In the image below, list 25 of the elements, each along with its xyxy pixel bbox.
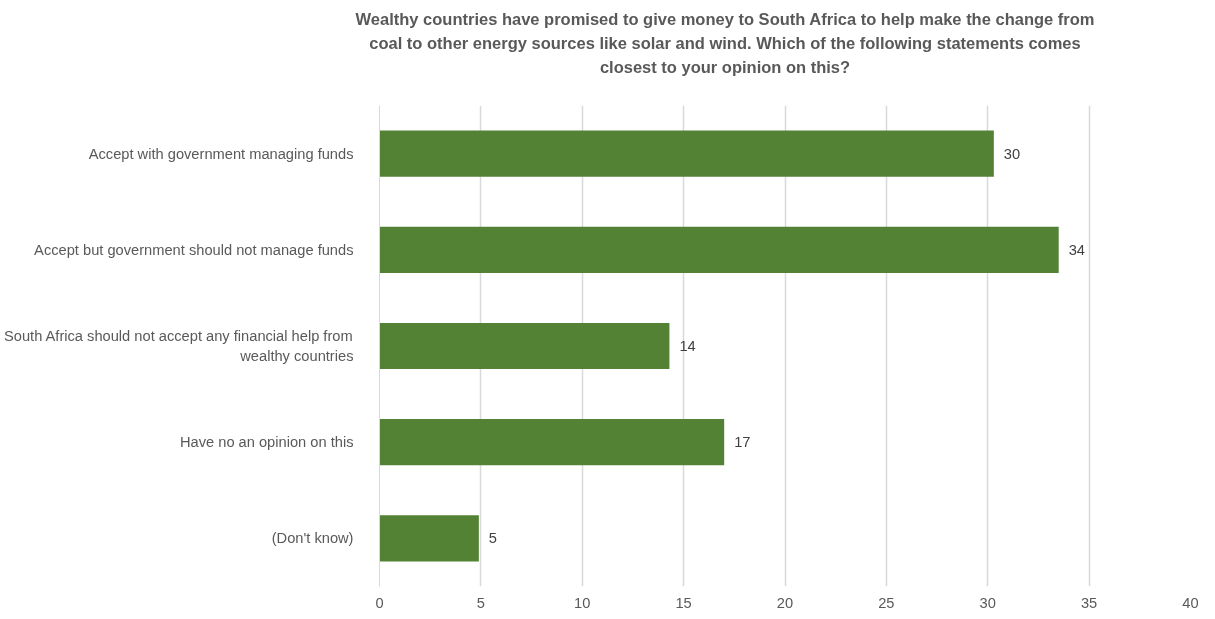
data-label: 30 bbox=[1003, 145, 1021, 162]
x-tick-label: 40 bbox=[1182, 594, 1199, 611]
y-tick-label: Accept with government managing funds bbox=[88, 145, 354, 162]
data-label: 17 bbox=[734, 433, 751, 450]
x-tick-label: 5 bbox=[476, 594, 485, 611]
x-tick-label: 25 bbox=[878, 594, 895, 611]
x-tick-label: 20 bbox=[776, 594, 794, 611]
y-tick-label: Accept but government should not manage funds bbox=[34, 241, 354, 258]
bar bbox=[379, 130, 994, 177]
bar bbox=[379, 515, 479, 562]
data-label: 34 bbox=[1068, 241, 1086, 258]
data-label: 5 bbox=[488, 530, 497, 547]
x-tick-label: 10 bbox=[574, 594, 591, 611]
bar bbox=[379, 226, 1059, 273]
y-tick-label: (Don't know) bbox=[271, 530, 354, 547]
data-label: 14 bbox=[679, 337, 696, 354]
chart-title: Wealthy countries have promised to give money to South Africa to help make the change from coal to other energy sources like solar and wind. Which of the following statements comes closest to your opinion on this? bbox=[355, 9, 1095, 78]
bar bbox=[379, 322, 670, 369]
y-tick-label: Have no an opinion on this bbox=[179, 433, 354, 450]
y-tick-label: South Africa should not accept any financial help from wealthy countries bbox=[3, 328, 354, 364]
x-tick-label: 30 bbox=[979, 594, 996, 611]
x-tick-label: 15 bbox=[675, 594, 692, 611]
bar bbox=[379, 418, 725, 466]
x-tick-label: 35 bbox=[1080, 594, 1098, 611]
x-tick-label: 0 bbox=[375, 594, 384, 611]
